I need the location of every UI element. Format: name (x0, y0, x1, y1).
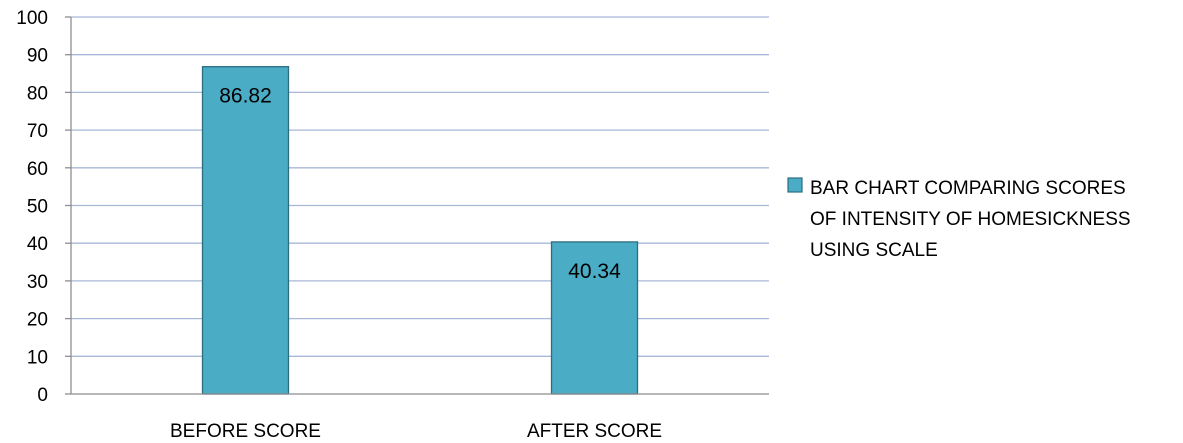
category-label-before-score: BEFORE SCORE (170, 421, 321, 442)
axes (65, 16, 769, 395)
y-tick-label-50: 50 (27, 197, 48, 218)
bar-before-score (201, 66, 290, 395)
data-label-after-score: 40.34 (568, 260, 621, 283)
legend-label-line-3: USING SCALE (810, 240, 938, 261)
gridlines (71, 16, 769, 357)
bar-after-score (550, 241, 639, 395)
y-tick-label-70: 70 (27, 121, 48, 142)
y-tick-label-0: 0 (37, 385, 48, 406)
y-tick-label-20: 20 (27, 310, 48, 331)
data-label-before-score: 86.82 (219, 85, 272, 108)
y-tick-label-30: 30 (27, 272, 48, 293)
y-tick-label-90: 90 (27, 46, 48, 67)
bars (201, 66, 639, 395)
y-tick-label-10: 10 (27, 347, 48, 368)
y-tick-label-100: 100 (16, 8, 48, 29)
legend-label-line-1: BAR CHART COMPARING SCORES (810, 178, 1126, 199)
legend-swatch (787, 177, 803, 193)
data-labels: 86.82 40.34 (219, 85, 621, 283)
y-axis-tick-labels: 0 10 20 30 40 50 60 70 80 90 100 (16, 8, 48, 406)
category-labels: BEFORE SCORE AFTER SCORE (170, 421, 662, 442)
y-tick-label-40: 40 (27, 234, 48, 255)
legend: BAR CHART COMPARING SCORES OF INTENSITY O… (787, 177, 1131, 261)
legend-label-line-2: OF INTENSITY OF HOMESICKNESS (810, 209, 1131, 230)
y-tick-label-80: 80 (27, 83, 48, 104)
y-tick-label-60: 60 (27, 159, 48, 180)
category-label-after-score: AFTER SCORE (527, 421, 662, 442)
